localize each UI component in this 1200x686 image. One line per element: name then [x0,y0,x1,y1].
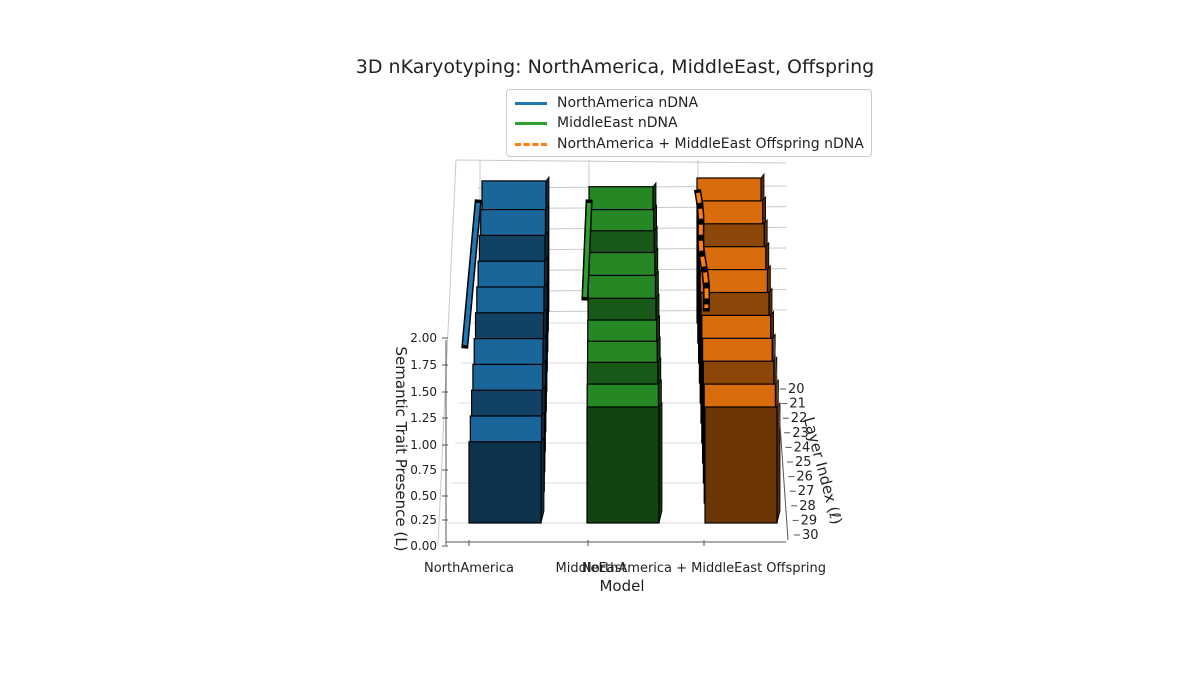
legend-label-northamerica: NorthAmerica nDNA [557,95,699,111]
left-wall-edge [437,159,457,546]
legend-swatch-middleeast [515,121,547,125]
z-tick-label: 1.25 [410,411,437,425]
back-wall-top [455,159,787,164]
z-tick-label: 1.75 [410,358,437,372]
z-tick-label: 1.00 [410,438,437,452]
legend-entry-northamerica: NorthAmerica nDNA [515,93,698,113]
z-axis-label: Semantic Trait Presence (L) [392,347,410,552]
z-tick-label: 2.00 [410,331,437,345]
z-tick-label: 1.50 [410,385,437,399]
legend-swatch-offspring [515,142,547,146]
x-tick-label: NorthAmerica [424,561,514,576]
y-tick-label: 26 [796,470,813,485]
bars-group [468,172,781,524]
chart-title: 3D nKaryotyping: NorthAmerica, MiddleEas… [355,56,875,78]
legend-entry-middleeast: MiddleEast nDNA [515,113,678,133]
bar-2-layer-30 [586,406,660,524]
legend-entry-offspring: NorthAmerica + MiddleEast Offspring nDNA [515,134,864,154]
z-tick-label: 0.75 [410,463,437,477]
y-tick-label: 27 [798,484,815,499]
y-tick-label: 22 [791,411,808,426]
x-axis-label: Model [599,577,644,595]
series-lines [461,188,711,349]
z-tick-label: 0.00 [410,539,437,553]
y-tick-label: 29 [801,513,818,528]
legend-label-offspring: NorthAmerica + MiddleEast Offspring nDNA [557,136,864,152]
y-tick-label: 20 [788,382,805,397]
y-tick-label: 24 [794,440,811,455]
y-tick-label: 25 [795,455,812,470]
y-tick-label: 23 [792,426,809,441]
y-tick-label: 30 [802,528,819,543]
bar-1-layer-30 [468,441,542,524]
series-line-3 [696,192,709,309]
chart-legend: NorthAmerica nDNA MiddleEast nDNA NorthA… [506,89,872,157]
legend-swatch-northamerica [515,101,547,105]
x-tick-label: NorthAmerica + MiddleEast Offspring [582,561,826,576]
z-tick-label: 0.25 [410,513,437,527]
axes: 0.00 0.25 0.50 0.75 1.00 1.25 1.50 1.75 2.00Sema… [392,331,846,595]
bar-3-layer-30 [704,406,778,524]
legend-label-middleeast: MiddleEast nDNA [557,115,678,131]
series-line-2 [583,202,591,298]
y-axis-line [773,337,789,541]
y-tick-label: 28 [799,499,816,514]
y-tick-label: 21 [789,397,806,412]
x-tick-label: MiddleEast [556,561,627,576]
z-tick-label: 0.50 [410,489,437,503]
series-line-1 [463,202,480,346]
